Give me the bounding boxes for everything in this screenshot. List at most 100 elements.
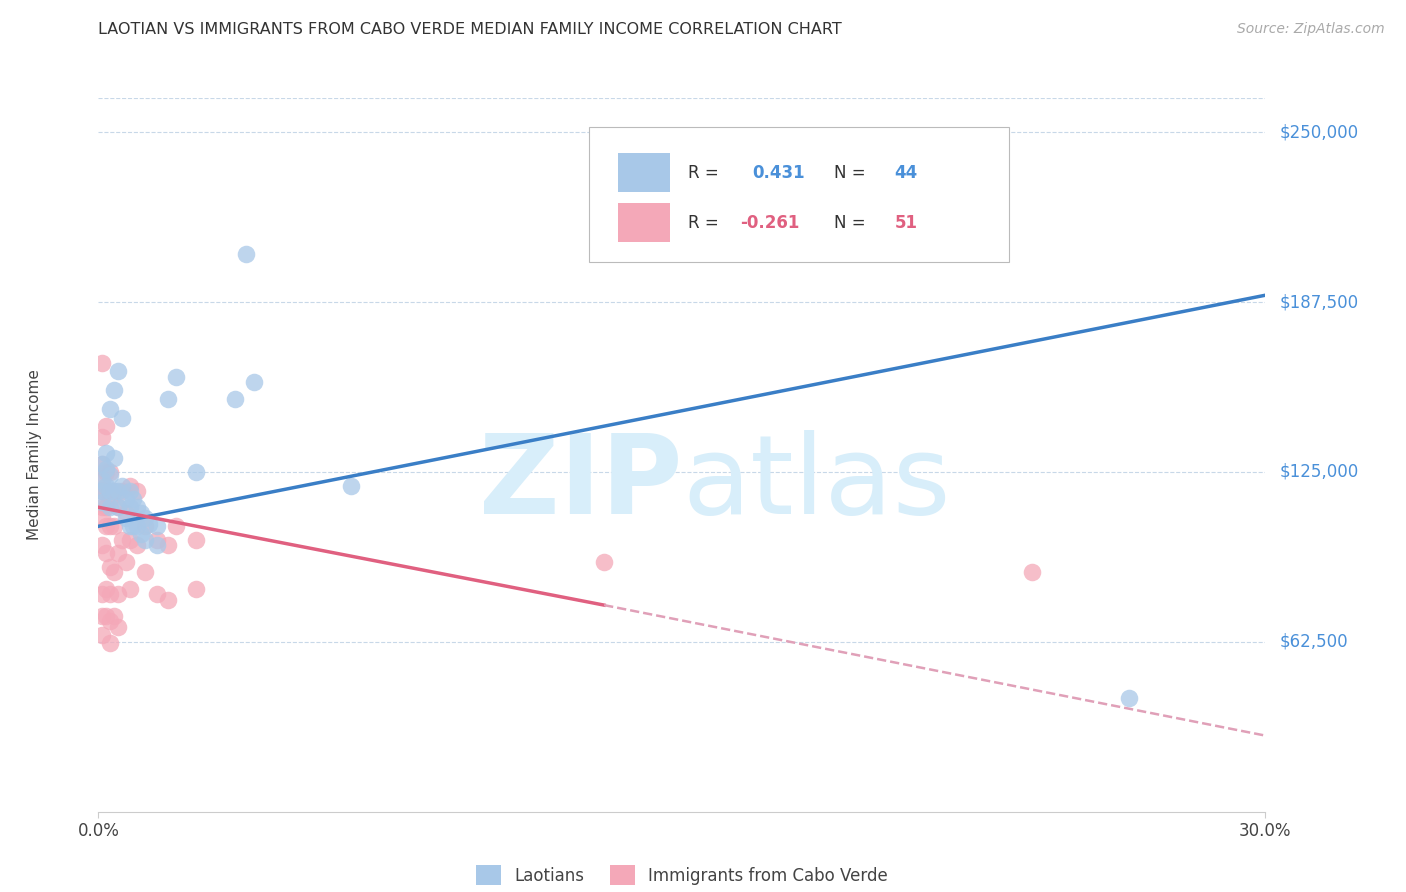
Point [96,609,118,624]
Point [146,538,169,552]
FancyBboxPatch shape [589,127,1008,262]
Point [114,555,136,569]
Point [138,516,160,531]
Point [157,538,180,552]
Point [91,495,114,509]
Point [91,500,114,515]
Point [827,220,849,235]
Point [129,506,152,520]
Point [118,500,141,515]
FancyBboxPatch shape [617,203,671,243]
Point [118,519,141,533]
Point [103,519,125,533]
Point [107,500,129,515]
Point [96,483,118,498]
Point [96,519,118,533]
Point [111,478,134,492]
Point [96,418,118,433]
Point [165,369,187,384]
Point [98,636,121,650]
Point [96,465,118,479]
Point [91,356,114,370]
Point [91,457,114,471]
Point [91,587,114,601]
Point [111,410,134,425]
Point [146,519,169,533]
Point [1021,566,1043,580]
Point [134,533,156,547]
Point [98,519,121,533]
Point [107,620,129,634]
Text: R =: R = [688,164,724,182]
Point [91,538,114,552]
Point [184,582,207,596]
Point [118,582,141,596]
Point [111,533,134,547]
Point [593,555,616,569]
Point [96,500,118,515]
Point [91,473,114,487]
Point [884,220,907,235]
Point [98,560,121,574]
Point [91,628,114,642]
Point [134,511,156,525]
Point [184,465,207,479]
Point [129,527,152,541]
Point [98,402,121,417]
Point [107,483,129,498]
FancyBboxPatch shape [617,153,671,193]
Point [1118,690,1140,705]
Text: ZIP: ZIP [478,430,682,537]
Point [114,492,136,507]
Point [235,247,257,261]
Point [157,392,180,406]
Point [134,566,156,580]
Point [243,375,266,389]
Point [118,478,141,492]
Point [91,483,114,498]
Point [224,392,246,406]
Text: N =: N = [834,214,870,232]
Point [340,478,363,492]
Point [98,483,121,498]
Point [118,483,141,498]
Text: 51: 51 [894,214,917,232]
Point [103,609,125,624]
Point [118,533,141,547]
Point [111,483,134,498]
Point [91,473,114,487]
Point [91,511,114,525]
Text: N =: N = [834,164,870,182]
Point [103,451,125,466]
Point [127,538,149,552]
Point [127,483,149,498]
Point [96,462,118,476]
Text: Median Family Income: Median Family Income [27,369,42,541]
Text: atlas: atlas [682,430,950,537]
Text: 44: 44 [894,164,918,182]
Point [98,587,121,601]
Point [165,519,187,533]
Point [103,384,125,398]
Text: $250,000: $250,000 [1279,123,1358,141]
Point [107,546,129,560]
Text: $125,000: $125,000 [1279,463,1358,481]
Text: -0.261: -0.261 [741,214,800,232]
Point [103,566,125,580]
Point [96,582,118,596]
Point [122,519,145,533]
Point [114,506,136,520]
Point [91,457,114,471]
Text: 0.431: 0.431 [752,164,804,182]
Point [114,511,136,525]
Point [96,478,118,492]
Point [98,500,121,515]
Point [91,609,114,624]
Point [122,492,145,507]
Point [107,587,129,601]
Point [98,465,121,479]
Text: R =: R = [688,214,724,232]
Point [107,500,129,515]
Text: $187,500: $187,500 [1279,293,1358,311]
Point [98,467,121,482]
